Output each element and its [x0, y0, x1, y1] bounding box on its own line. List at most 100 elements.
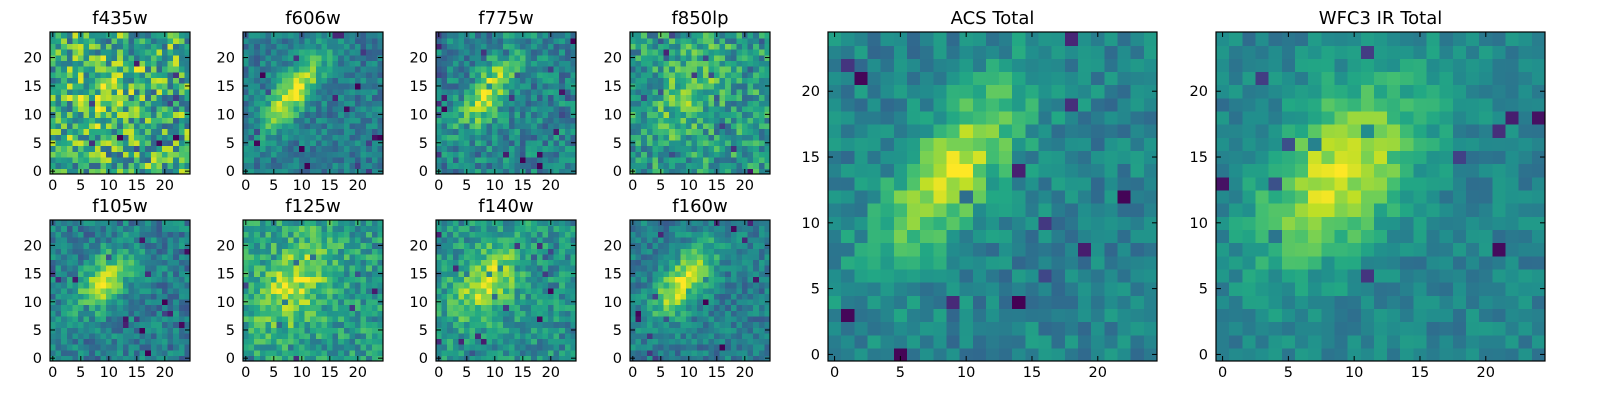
heatmap-cell	[708, 338, 715, 345]
heatmap-cell	[349, 134, 356, 141]
heatmap-cell	[669, 276, 676, 283]
heatmap-cell	[355, 117, 362, 124]
heatmap-cell	[663, 293, 670, 300]
heatmap-cell	[55, 94, 62, 101]
heatmap-cell	[117, 298, 124, 306]
heatmap-cell	[106, 349, 113, 356]
heatmap-cell	[714, 282, 721, 289]
heatmap-cell	[156, 168, 163, 175]
heatmap-cell	[742, 77, 749, 84]
heatmap-cell	[332, 145, 339, 152]
heatmap-cell	[259, 349, 266, 356]
heatmap-cell	[691, 94, 698, 101]
heatmap-cell	[753, 66, 760, 73]
heatmap-cell	[497, 310, 504, 317]
x-tick-label: 20	[542, 365, 560, 381]
heatmap-cell	[542, 293, 549, 300]
heatmap-cell	[725, 117, 732, 124]
heatmap-cell	[747, 327, 754, 334]
heatmap-cell	[492, 111, 499, 118]
heatmap-cell	[89, 145, 96, 152]
heatmap-cell	[287, 265, 294, 272]
heatmap-cell	[764, 100, 771, 107]
heatmap-cell	[145, 37, 152, 44]
heatmap-cell	[156, 60, 163, 67]
heatmap-cell	[343, 225, 350, 232]
heatmap-cell	[265, 54, 272, 61]
heatmap-cell	[663, 156, 670, 164]
heatmap-cell	[293, 139, 300, 147]
heatmap-cell	[570, 49, 577, 56]
heatmap-cell	[520, 60, 527, 67]
heatmap-cell	[259, 242, 266, 249]
heatmap-cell	[321, 43, 328, 50]
heatmap-cell	[349, 253, 356, 261]
heatmap-cell	[271, 321, 278, 328]
heatmap-cell	[525, 282, 532, 289]
heatmap-cell	[128, 304, 135, 311]
heatmap-cell	[758, 304, 765, 311]
heatmap-cell	[658, 332, 665, 340]
heatmap-cell	[686, 105, 693, 113]
heatmap-cell	[122, 83, 129, 90]
heatmap-cell	[480, 128, 487, 135]
heatmap-cell	[83, 94, 90, 101]
heatmap-cell	[674, 37, 681, 44]
heatmap-cell	[61, 37, 68, 44]
heatmap-cell	[680, 43, 687, 50]
heatmap-cell	[355, 37, 362, 44]
heatmap-cell	[686, 37, 693, 44]
heatmap-cell	[156, 111, 163, 118]
heatmap-cell	[497, 100, 504, 107]
heatmap-cell	[564, 66, 571, 73]
heatmap-cell	[674, 310, 681, 317]
heatmap-cell	[299, 242, 306, 249]
axes-frame	[242, 31, 384, 175]
heatmap-cell	[83, 145, 90, 152]
heatmap-cell	[355, 111, 362, 118]
heatmap-cell	[66, 156, 73, 164]
heatmap-cell	[271, 287, 278, 294]
heatmap-cell	[349, 304, 356, 311]
heatmap-cell	[72, 242, 79, 249]
heatmap-cell	[327, 83, 334, 90]
heatmap-cell	[736, 128, 743, 135]
heatmap-cell	[371, 43, 378, 50]
heatmap-cell	[145, 265, 152, 272]
heatmap-cell	[714, 327, 721, 334]
heatmap-cell	[447, 236, 454, 244]
heatmap-cell	[66, 168, 73, 175]
heatmap-cell	[248, 276, 255, 283]
heatmap-cell	[548, 236, 555, 244]
heatmap-cell	[134, 66, 141, 73]
heatmap-cell	[122, 265, 129, 272]
heatmap-cell	[753, 304, 760, 311]
heatmap-cell	[725, 332, 732, 340]
heatmap-cell	[66, 162, 73, 169]
heatmap-cell	[441, 134, 448, 141]
heatmap-cell	[758, 71, 765, 79]
heatmap-cell	[714, 145, 721, 152]
heatmap-cell	[497, 344, 504, 351]
heatmap-cell	[248, 287, 255, 294]
heatmap-cell	[663, 111, 670, 118]
heatmap-cell	[287, 304, 294, 311]
heatmap-cell	[553, 332, 560, 340]
heatmap-cell	[117, 156, 124, 164]
heatmap-cell	[635, 49, 642, 56]
heatmap-cell	[72, 128, 79, 135]
heatmap-cell	[525, 248, 532, 255]
heatmap-cell	[697, 54, 704, 61]
heatmap-cell	[106, 236, 113, 244]
heatmap-cell	[282, 122, 289, 130]
heatmap-cell	[162, 128, 169, 135]
heatmap-cell	[697, 168, 704, 175]
heatmap-cell	[503, 287, 510, 294]
heatmap-cell	[719, 355, 726, 362]
heatmap-cell	[680, 49, 687, 56]
heatmap-cell	[366, 117, 373, 124]
heatmap-cell	[542, 338, 549, 345]
heatmap-cell	[89, 321, 96, 328]
heatmap-cell	[89, 77, 96, 84]
